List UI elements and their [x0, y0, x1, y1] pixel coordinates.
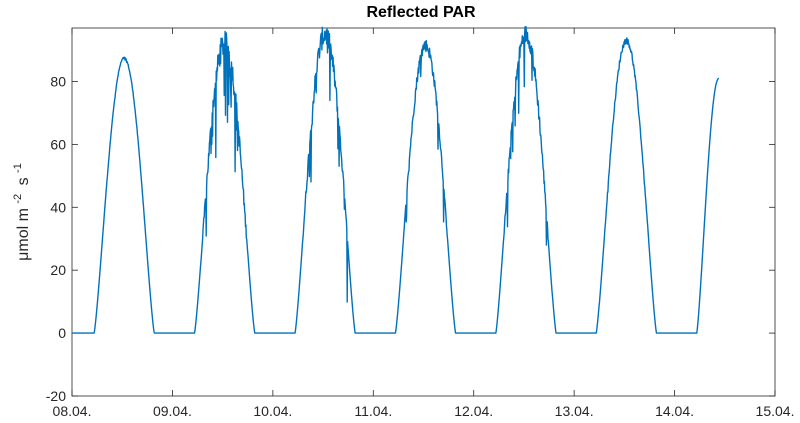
y-tick-label: 60 [50, 136, 66, 152]
y-tick-label: 40 [50, 199, 66, 215]
y-tick-label: -20 [46, 388, 66, 404]
x-tick-label: 11.04. [354, 403, 392, 419]
x-tick-label: 14.04. [655, 403, 694, 419]
y-axis-label: μmol m -2 s -1 [8, 163, 32, 261]
x-axis-ticks: 08.04. 09.04. 10.04. 11.04. 12.04. 13.04. 14.0… [53, 28, 795, 419]
y-tick-label: 20 [50, 262, 66, 278]
x-tick-label: 13.04. [555, 403, 594, 419]
series-line-reflected-par [71, 26, 720, 334]
x-tick-label: 15.04. [756, 403, 795, 419]
x-tick-label: 08.04. [53, 403, 92, 419]
y-axis-label-mid: s [15, 177, 32, 185]
chart-title: Reflected PAR [366, 4, 476, 21]
y-axis-label-exp2: -1 [12, 163, 24, 173]
y-axis-ticks: -20 0 20 40 60 80 [46, 73, 775, 404]
y-tick-label: 80 [50, 73, 66, 89]
y-tick-label: 0 [58, 325, 66, 341]
y-axis-label-exp1: -2 [12, 194, 24, 204]
y-axis-label-unit: μmol m [15, 208, 32, 261]
x-tick-label: 10.04. [253, 403, 292, 419]
x-tick-label: 09.04. [153, 403, 192, 419]
plot-area [71, 27, 776, 397]
x-tick-label: 12.04. [454, 403, 493, 419]
